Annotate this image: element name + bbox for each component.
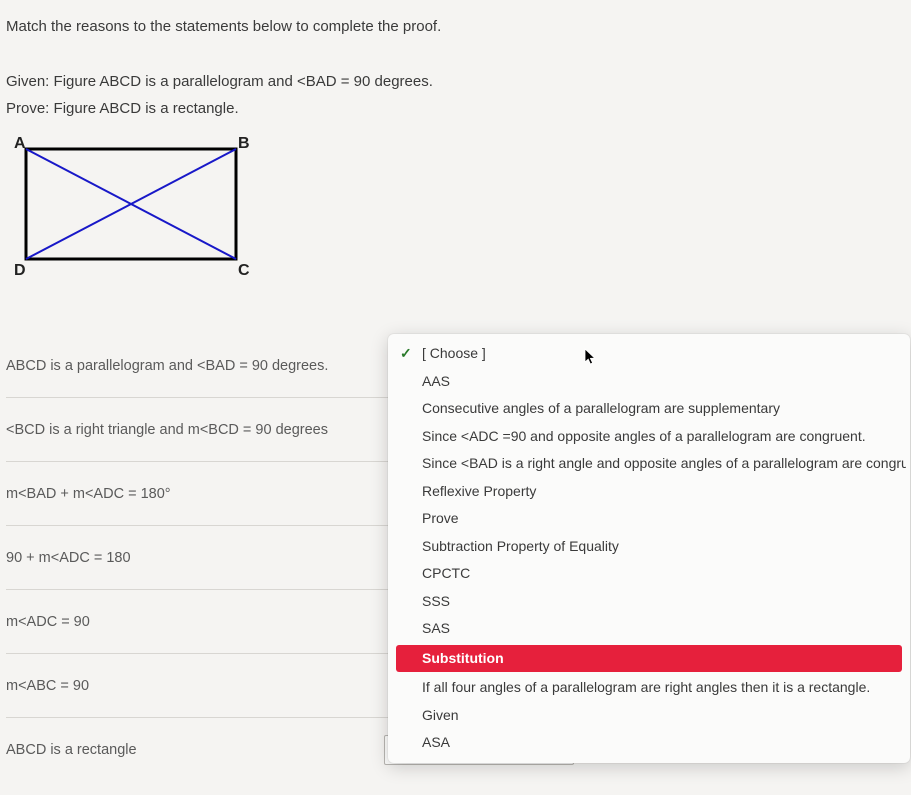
dropdown-option[interactable]: SSS xyxy=(392,588,906,616)
statement-1: ABCD is a parallelogram and <BAD = 90 de… xyxy=(6,346,384,386)
cursor-icon xyxy=(584,348,598,371)
dropdown-option[interactable]: Substitution xyxy=(396,645,902,673)
statement-5: m<ADC = 90 xyxy=(6,602,384,642)
dropdown-option[interactable]: Prove xyxy=(392,505,906,533)
dropdown-option-label: [ Choose ] xyxy=(422,345,486,361)
dropdown-option-label: Reflexive Property xyxy=(422,483,536,499)
dropdown-option-label: Subtraction Property of Equality xyxy=(422,538,619,554)
dropdown-option-label: ASA xyxy=(422,734,450,750)
dropdown-option[interactable]: CPCTC xyxy=(392,560,906,588)
statement-7: ABCD is a rectangle xyxy=(6,730,384,770)
dropdown-option[interactable]: If all four angles of a parallelogram ar… xyxy=(392,674,906,702)
statement-4: 90 + m<ADC = 180 xyxy=(6,538,384,578)
statement-3: m<BAD + m<ADC = 180° xyxy=(6,474,384,514)
svg-text:D: D xyxy=(14,262,26,279)
dropdown-option-label: CPCTC xyxy=(422,565,470,581)
dropdown-option[interactable]: Given xyxy=(392,702,906,730)
dropdown-option-label: Substitution xyxy=(422,650,504,666)
prove-label: Prove: xyxy=(6,100,49,117)
dropdown-option[interactable]: Consecutive angles of a parallelogram ar… xyxy=(392,395,906,423)
reason-dropdown-menu[interactable]: ✓ [ Choose ] AAS Consecutive angles of a pa… xyxy=(388,334,910,763)
dropdown-option-label: AAS xyxy=(422,373,450,389)
dropdown-option[interactable]: SAS xyxy=(392,615,906,643)
prove-line: Prove: Figure ABCD is a rectangle. xyxy=(6,100,905,117)
dropdown-option[interactable]: ASA xyxy=(392,729,906,757)
proof-area: ABCD is a parallelogram and <BAD = 90 de… xyxy=(6,334,905,782)
figure-abcd: A B C D xyxy=(10,135,905,290)
dropdown-option[interactable]: Reflexive Property xyxy=(392,478,906,506)
dropdown-option-label: Since <BAD is a right angle and opposite… xyxy=(422,455,906,471)
dropdown-option-label: If all four angles of a parallelogram ar… xyxy=(422,679,870,695)
dropdown-option-label: SSS xyxy=(422,593,450,609)
dropdown-option-label: Given xyxy=(422,707,459,723)
dropdown-option[interactable]: Subtraction Property of Equality xyxy=(392,533,906,561)
dropdown-option[interactable]: Since <ADC =90 and opposite angles of a … xyxy=(392,423,906,451)
prove-text: Figure ABCD is a rectangle. xyxy=(49,100,238,117)
svg-text:C: C xyxy=(238,262,250,279)
statement-6: m<ABC = 90 xyxy=(6,666,384,706)
given-text: Figure ABCD is a parallelogram and <BAD … xyxy=(49,73,433,90)
dropdown-option-label: Consecutive angles of a parallelogram ar… xyxy=(422,400,780,416)
dropdown-option-label: SAS xyxy=(422,620,450,636)
given-label: Given: xyxy=(6,73,49,90)
statement-2: <BCD is a right triangle and m<BCD = 90 … xyxy=(6,410,384,450)
given-line: Given: Figure ABCD is a parallelogram an… xyxy=(6,73,905,90)
dropdown-option[interactable]: ✓ [ Choose ] xyxy=(392,340,906,368)
check-icon: ✓ xyxy=(400,345,412,363)
dropdown-option-label: Prove xyxy=(422,510,459,526)
svg-text:B: B xyxy=(238,135,250,152)
instruction-text: Match the reasons to the statements belo… xyxy=(6,18,905,35)
svg-text:A: A xyxy=(14,135,26,152)
dropdown-option[interactable]: AAS xyxy=(392,368,906,396)
dropdown-option[interactable]: Since <BAD is a right angle and opposite… xyxy=(392,450,906,478)
dropdown-option-label: Since <ADC =90 and opposite angles of a … xyxy=(422,428,866,444)
